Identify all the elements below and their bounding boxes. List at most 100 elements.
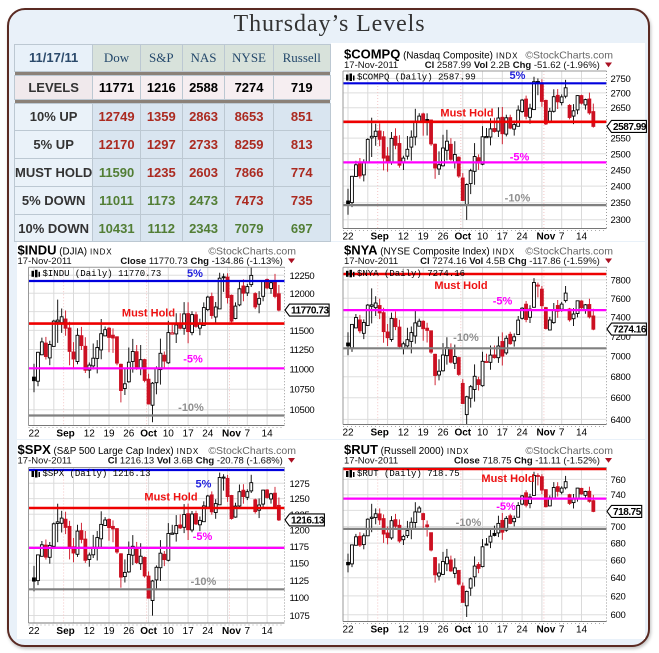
svg-text:12: 12 bbox=[398, 428, 410, 439]
svg-text:10: 10 bbox=[477, 428, 489, 439]
svg-text:19: 19 bbox=[418, 232, 430, 243]
svg-text:22: 22 bbox=[342, 625, 354, 636]
svg-text:740: 740 bbox=[611, 490, 626, 501]
svg-text:Sep: Sep bbox=[371, 625, 389, 636]
svg-text:10500: 10500 bbox=[290, 405, 315, 416]
svg-text:24: 24 bbox=[517, 232, 529, 243]
svg-text:11000: 11000 bbox=[290, 365, 314, 376]
svg-text:2400: 2400 bbox=[611, 182, 631, 193]
svg-text:Nov: Nov bbox=[536, 625, 555, 636]
svg-text:10: 10 bbox=[477, 232, 489, 243]
svg-text:12: 12 bbox=[84, 626, 96, 637]
svg-text:7: 7 bbox=[245, 429, 251, 440]
svg-text:12: 12 bbox=[398, 232, 410, 243]
svg-text:7400: 7400 bbox=[611, 313, 631, 324]
svg-text:26: 26 bbox=[123, 626, 135, 637]
svg-text:19: 19 bbox=[103, 626, 115, 637]
svg-text:1125: 1125 bbox=[290, 576, 309, 587]
svg-text:11250: 11250 bbox=[290, 345, 314, 356]
svg-text:17: 17 bbox=[183, 429, 195, 440]
svg-text:6600: 6600 bbox=[611, 393, 631, 404]
svg-text:Sep: Sep bbox=[371, 428, 389, 439]
svg-text:©StockCharts.com: ©StockCharts.com bbox=[208, 445, 296, 457]
svg-text:10: 10 bbox=[163, 626, 175, 637]
svg-text:©StockCharts.com: ©StockCharts.com bbox=[525, 445, 613, 457]
svg-text:$RUT (Daily) 718.75: $RUT (Daily) 718.75 bbox=[357, 469, 460, 479]
svg-text:12250: 12250 bbox=[290, 271, 315, 282]
svg-text:2350: 2350 bbox=[611, 198, 631, 209]
svg-text:$RUT (Russell 2000) INDX: $RUT (Russell 2000) INDX bbox=[344, 442, 469, 457]
svg-text:2750: 2750 bbox=[611, 74, 631, 85]
svg-text:Close 11770.73 Chg -134.86 (-1: Close 11770.73 Chg -134.86 (-1.13%) bbox=[120, 256, 285, 267]
svg-text:-10%: -10% bbox=[191, 576, 217, 588]
svg-text:$SPX (Daily) 1216.13: $SPX (Daily) 1216.13 bbox=[43, 469, 151, 479]
svg-text:-5%: -5% bbox=[183, 354, 203, 366]
svg-text:2550: 2550 bbox=[611, 134, 631, 145]
svg-text:17: 17 bbox=[497, 232, 509, 243]
svg-text:12: 12 bbox=[84, 429, 96, 440]
svg-text:2587.99: 2587.99 bbox=[613, 122, 647, 133]
svg-text:26: 26 bbox=[437, 625, 449, 636]
svg-text:1200: 1200 bbox=[290, 526, 310, 537]
svg-text:17: 17 bbox=[183, 626, 195, 637]
svg-text:1075: 1075 bbox=[290, 611, 310, 622]
svg-text:5%: 5% bbox=[187, 268, 203, 280]
svg-text:10: 10 bbox=[163, 429, 175, 440]
svg-text:11500: 11500 bbox=[290, 326, 314, 337]
svg-text:$COMPQ (Nasdaq Composite) INDX: $COMPQ (Nasdaq Composite) INDX bbox=[344, 47, 518, 62]
svg-text:14: 14 bbox=[576, 232, 588, 243]
svg-text:Oct: Oct bbox=[454, 428, 471, 439]
svg-text:14: 14 bbox=[576, 625, 588, 636]
svg-text:19: 19 bbox=[103, 429, 115, 440]
svg-text:14: 14 bbox=[262, 429, 274, 440]
svg-text:1175: 1175 bbox=[290, 542, 309, 553]
svg-text:22: 22 bbox=[342, 232, 354, 243]
svg-text:24: 24 bbox=[517, 428, 529, 439]
svg-text:$INDU (Daily) 11770.73: $INDU (Daily) 11770.73 bbox=[43, 269, 162, 279]
svg-text:10750: 10750 bbox=[290, 385, 315, 396]
svg-text:17-Nov-2011: 17-Nov-2011 bbox=[18, 256, 72, 267]
svg-text:24: 24 bbox=[202, 626, 214, 637]
svg-text:7800: 7800 bbox=[611, 275, 631, 286]
svg-text:1100: 1100 bbox=[290, 593, 309, 604]
svg-text:$SPX (S&P 500 Large Cap Index): $SPX (S&P 500 Large Cap Index) INDX bbox=[18, 442, 200, 457]
svg-text:-5%: -5% bbox=[493, 296, 513, 308]
svg-text:Sep: Sep bbox=[56, 626, 74, 637]
svg-text:5%: 5% bbox=[510, 70, 526, 82]
svg-text:17-Nov-2011: 17-Nov-2011 bbox=[18, 456, 72, 467]
svg-text:Nov: Nov bbox=[222, 429, 241, 440]
svg-text:Must Hold: Must Hold bbox=[144, 492, 197, 504]
svg-text:-5%: -5% bbox=[193, 531, 213, 543]
svg-text:640: 640 bbox=[611, 573, 626, 584]
svg-text:Cl 1216.13 Vol 3.6B Chg -20.78: Cl 1216.13 Vol 3.6B Chg -20.78 (-1.68%) bbox=[108, 456, 286, 467]
svg-text:26: 26 bbox=[123, 429, 135, 440]
svg-text:Must Hold: Must Hold bbox=[440, 108, 493, 120]
svg-text:$COMPQ (Daily) 2587.99: $COMPQ (Daily) 2587.99 bbox=[357, 73, 476, 83]
svg-text:-5%: -5% bbox=[496, 501, 516, 513]
svg-text:7200: 7200 bbox=[611, 332, 631, 343]
svg-text:700: 700 bbox=[611, 522, 626, 533]
svg-text:14: 14 bbox=[262, 626, 274, 637]
svg-text:6400: 6400 bbox=[611, 415, 631, 426]
svg-text:19: 19 bbox=[418, 625, 430, 636]
svg-text:26: 26 bbox=[437, 428, 449, 439]
svg-text:2500: 2500 bbox=[611, 149, 631, 160]
svg-text:7: 7 bbox=[245, 626, 251, 637]
svg-text:17-Nov-2011: 17-Nov-2011 bbox=[344, 456, 398, 467]
svg-text:-10%: -10% bbox=[178, 402, 204, 414]
svg-text:Oct: Oct bbox=[454, 232, 471, 243]
svg-text:Nov: Nov bbox=[222, 626, 241, 637]
svg-text:24: 24 bbox=[202, 429, 214, 440]
svg-text:1216.13: 1216.13 bbox=[291, 515, 325, 526]
svg-text:Cl 7274.16 Vol 4.5B Chg -117.8: Cl 7274.16 Vol 4.5B Chg -117.86 (-1.59%) bbox=[420, 256, 602, 267]
svg-text:22: 22 bbox=[342, 428, 354, 439]
svg-text:680: 680 bbox=[611, 539, 626, 550]
svg-text:22: 22 bbox=[28, 626, 40, 637]
svg-text:Oct: Oct bbox=[454, 625, 471, 636]
svg-text:7274.16: 7274.16 bbox=[613, 325, 647, 336]
svg-text:Oct: Oct bbox=[140, 626, 157, 637]
svg-text:©StockCharts.com: ©StockCharts.com bbox=[525, 50, 613, 62]
svg-text:Must Hold: Must Hold bbox=[434, 280, 487, 292]
svg-text:660: 660 bbox=[611, 556, 626, 567]
svg-text:Oct: Oct bbox=[140, 429, 157, 440]
